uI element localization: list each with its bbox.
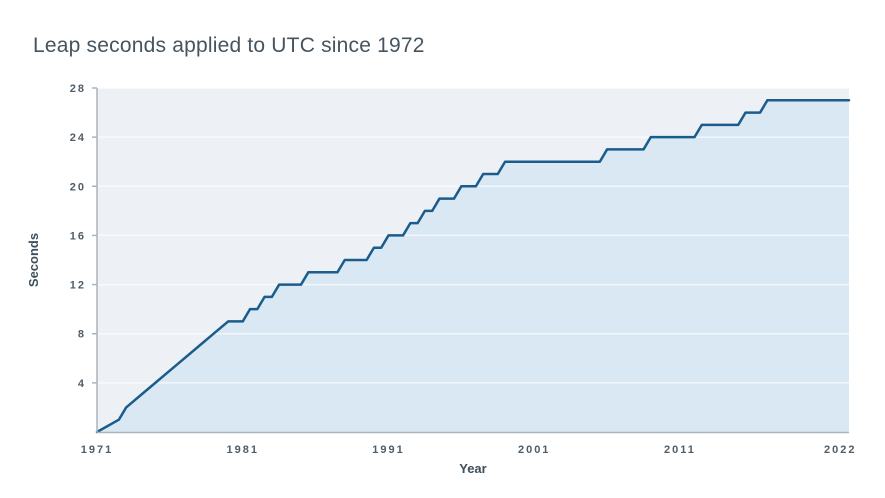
y-tick-label: 28 [70,83,86,95]
x-axis-title: Year [459,461,486,476]
leap-seconds-area [97,100,849,433]
x-tick-label: 1991 [372,444,404,456]
y-axis-title: Seconds [26,233,41,287]
plot-area [95,87,851,434]
x-tick-label: 2011 [664,444,696,456]
y-tick-label: 8 [78,329,86,341]
x-tick-label: 2001 [518,444,550,456]
y-tick-label: 4 [78,378,86,390]
x-tick-label: 1981 [226,444,258,456]
y-tick-label: 12 [70,280,86,292]
y-tick-label: 20 [70,181,86,193]
y-tick-label: 16 [70,230,86,242]
x-tick-label: 2022 [824,444,856,456]
chart-title: Leap seconds applied to UTC since 1972 [33,34,425,57]
y-tick-label: 24 [70,132,86,144]
x-tick-label: 1971 [81,444,113,456]
leap-seconds-line [95,99,851,434]
axis-ticks: 4 8 12 16 20 24 28 1971 1981 1991 2001 2011 2022 [70,83,856,456]
